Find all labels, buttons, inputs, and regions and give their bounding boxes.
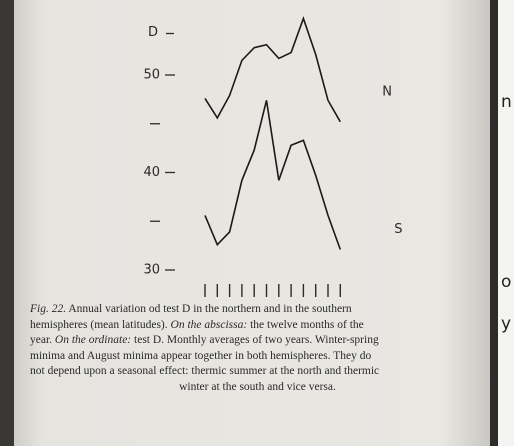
y-axis-label: D [148, 25, 158, 40]
caption-text: On the ordinate: [55, 334, 131, 346]
caption-line: hemispheres (mean latitudes). On the abs… [30, 318, 485, 334]
y-tick-label: 30 [143, 263, 160, 278]
edge-fragment: y [501, 314, 511, 334]
caption-line: minima and August minima appear together… [30, 349, 485, 365]
page-photo: n o y D304050NS Fig. 22. Annual variatio… [0, 0, 514, 446]
series-label: N [382, 84, 392, 99]
series-line [205, 18, 340, 121]
caption-line: winter at the south and vice versa. [30, 380, 485, 396]
caption: Fig. 22. Annual variation od test D in t… [30, 302, 485, 395]
caption-text: Annual variation od test D in the northe… [66, 303, 352, 315]
y-tick-label: 50 [143, 68, 160, 83]
caption-text: minima and August minima appear together… [30, 350, 371, 362]
caption-text: year. [30, 334, 55, 346]
caption-text: test D. Monthly averages of two years. W… [131, 334, 379, 346]
caption-line: not depend upon a seasonal effect: therm… [30, 364, 485, 380]
caption-text: hemispheres (mean latitudes). [30, 319, 171, 331]
caption-text: Fig. 22. [30, 303, 66, 315]
caption-line: year. On the ordinate: test D. Monthly a… [30, 333, 485, 349]
series-line [205, 100, 340, 249]
series-label: S [394, 222, 402, 237]
y-tick-label: 40 [143, 165, 160, 180]
caption-text: winter at the south and vice versa. [179, 381, 336, 393]
caption-text: On the abscissa: [171, 319, 248, 331]
chart: D 30 40 50 N S [0, 0, 514, 300]
caption-text: the twelve months of the [247, 319, 364, 331]
caption-text: not depend upon a seasonal effect: therm… [30, 365, 379, 377]
caption-line: Fig. 22. Annual variation od test D in t… [30, 302, 485, 318]
